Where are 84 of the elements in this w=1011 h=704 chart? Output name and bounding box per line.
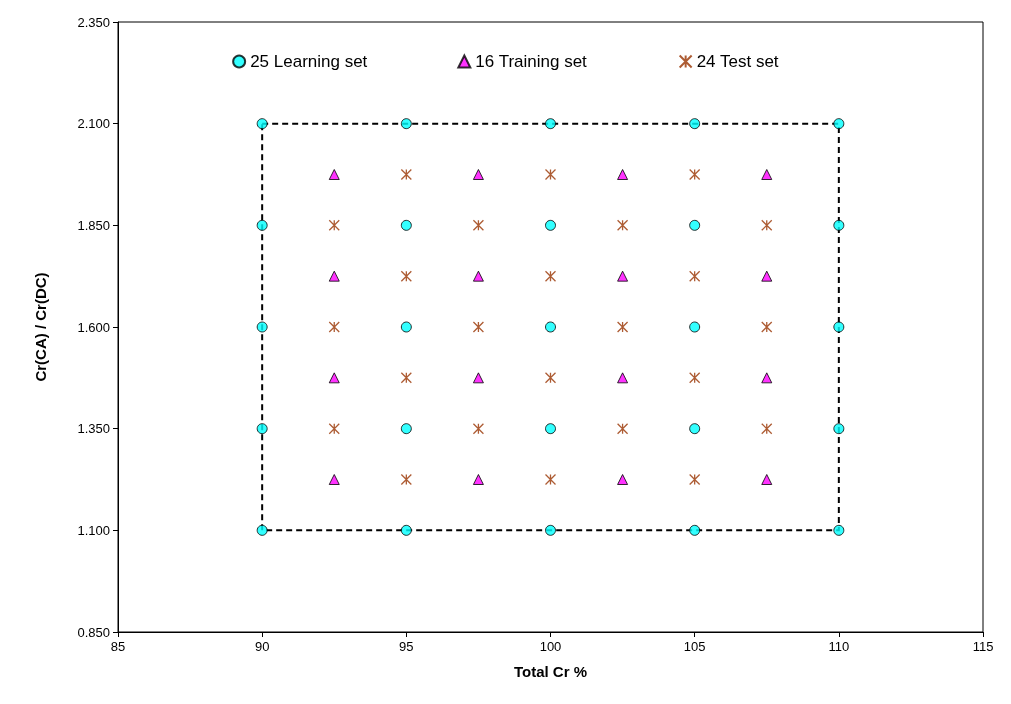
point xyxy=(689,372,701,384)
y-axis-title: Cr(CA) / Cr(DC) xyxy=(32,272,49,382)
x-tick-label: 115 xyxy=(972,639,994,654)
point xyxy=(472,474,484,485)
y-tick-label: 0.850 xyxy=(77,624,110,640)
point xyxy=(400,118,412,130)
point xyxy=(400,270,412,282)
point xyxy=(617,372,629,384)
point xyxy=(328,474,340,485)
point xyxy=(545,524,556,536)
point xyxy=(400,321,412,333)
point xyxy=(400,524,412,536)
point xyxy=(616,423,629,435)
point xyxy=(833,423,845,435)
point xyxy=(545,423,556,435)
point xyxy=(256,524,268,536)
point xyxy=(761,219,773,231)
point xyxy=(328,270,340,282)
point xyxy=(256,423,268,435)
x-axis-title: Total Cr % xyxy=(513,663,588,680)
point xyxy=(761,169,773,180)
legend-label: 25 Learning set xyxy=(250,52,368,71)
point xyxy=(616,321,629,333)
point xyxy=(545,118,556,130)
legend-label: 24 Test set xyxy=(696,52,779,71)
point xyxy=(328,372,340,384)
point xyxy=(689,473,701,486)
point xyxy=(761,474,773,485)
point xyxy=(761,372,773,384)
point xyxy=(545,219,556,231)
legend-label: 16 Training set xyxy=(475,52,588,71)
x-tick-label: 85 xyxy=(110,639,126,654)
point xyxy=(400,219,412,231)
point xyxy=(617,474,629,485)
point xyxy=(761,321,773,333)
point xyxy=(833,118,845,130)
point xyxy=(761,270,773,282)
x-tick-label: 90 xyxy=(254,639,270,654)
point xyxy=(400,423,412,435)
y-tick-label: 1.350 xyxy=(77,421,110,437)
point xyxy=(472,270,484,282)
point xyxy=(256,219,268,231)
point xyxy=(544,372,557,384)
point xyxy=(544,168,557,181)
point xyxy=(472,423,485,435)
y-tick-label: 1.600 xyxy=(77,319,110,335)
point xyxy=(328,423,340,435)
point xyxy=(689,118,701,130)
x-tick-label: 110 xyxy=(828,639,850,654)
point xyxy=(833,219,845,231)
y-tick-label: 2.350 xyxy=(77,14,110,30)
point xyxy=(617,169,629,180)
point xyxy=(256,321,268,333)
point xyxy=(472,372,484,384)
x-tick-label: 95 xyxy=(399,639,414,654)
x-tick-label: 100 xyxy=(539,639,562,654)
point xyxy=(400,168,412,181)
y-tick-label: 2.100 xyxy=(77,116,110,132)
point xyxy=(833,321,845,333)
point xyxy=(472,321,485,333)
point xyxy=(328,219,340,231)
point xyxy=(689,168,701,181)
point xyxy=(833,524,845,536)
point xyxy=(761,423,773,435)
y-tick-label: 1.100 xyxy=(77,522,110,538)
point xyxy=(689,423,701,435)
point xyxy=(544,473,557,486)
point xyxy=(689,270,701,282)
point xyxy=(400,473,412,486)
point xyxy=(400,372,412,384)
point xyxy=(689,524,701,536)
point xyxy=(328,321,340,333)
point xyxy=(472,219,485,231)
point xyxy=(472,169,484,180)
point xyxy=(616,219,629,231)
point xyxy=(544,270,557,282)
y-tick-label: 1.850 xyxy=(77,217,110,233)
point xyxy=(328,169,340,180)
point xyxy=(689,321,701,333)
point xyxy=(689,219,701,231)
x-tick-label: 105 xyxy=(683,639,706,654)
point xyxy=(617,270,629,282)
point xyxy=(256,118,268,130)
point xyxy=(545,321,556,333)
